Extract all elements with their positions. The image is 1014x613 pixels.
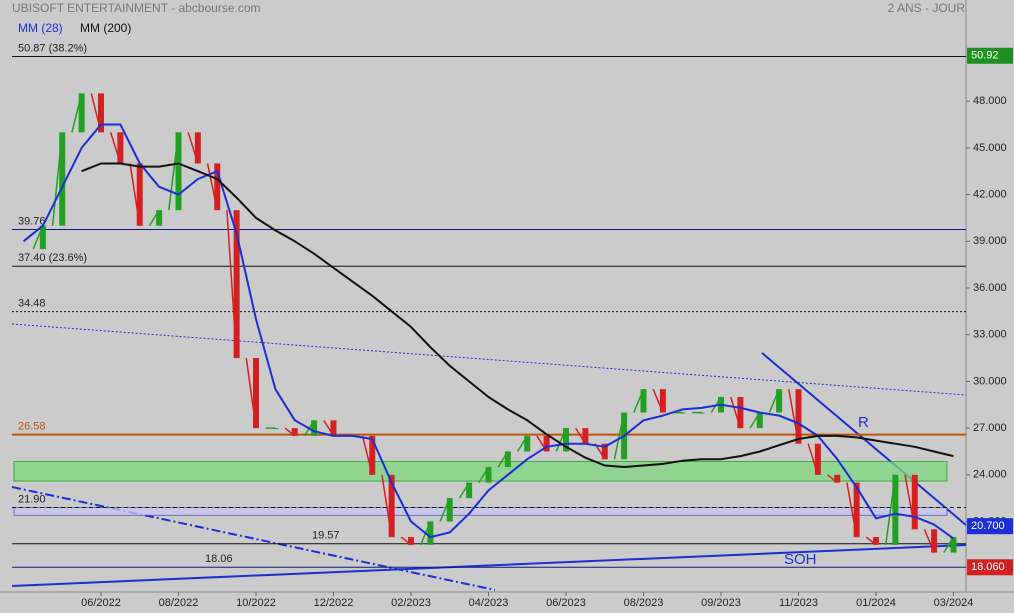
trend-line — [11, 544, 967, 587]
candle — [136, 163, 143, 226]
candle — [776, 389, 783, 413]
candle — [408, 537, 414, 545]
candle — [853, 482, 860, 538]
y-tick-label: 27.000 — [973, 422, 1007, 434]
candle — [950, 537, 957, 553]
price-tag-label: 20.700 — [971, 520, 1005, 532]
y-tick-label: 36.000 — [973, 282, 1007, 294]
trend-line — [11, 486, 496, 591]
price-tag — [967, 518, 1013, 535]
candle — [892, 474, 899, 545]
annotation: R — [858, 414, 869, 431]
level-label: 19.57 — [312, 530, 340, 542]
candle — [446, 498, 453, 522]
x-tick-label: 06/2023 — [546, 597, 586, 609]
annotation: SOH — [784, 551, 817, 568]
candle — [194, 132, 201, 164]
candle — [504, 451, 511, 468]
candle — [272, 428, 279, 430]
ma-line — [81, 162, 954, 468]
candle — [369, 435, 376, 475]
candle — [582, 428, 589, 444]
x-tick-label: 01/2024 — [856, 597, 896, 609]
candle — [698, 412, 705, 414]
ma-line — [22, 123, 955, 540]
y-tick-label: 33.000 — [973, 329, 1007, 341]
level-label: 37.40 (23.6%) — [18, 252, 87, 264]
candle — [601, 443, 608, 460]
chart-subtitle: 2 ANS - JOUR — [888, 1, 966, 15]
price-tag — [967, 559, 1013, 576]
candle — [679, 412, 686, 414]
candle — [911, 474, 918, 530]
candle — [427, 521, 434, 545]
candle — [78, 93, 85, 133]
candle — [233, 210, 240, 359]
legend-entry: MM (200) — [80, 21, 131, 35]
x-tick-label: 08/2023 — [624, 597, 664, 609]
candle — [98, 93, 104, 133]
level-label: 34.48 — [18, 298, 46, 310]
y-tick-label: 48.000 — [973, 95, 1007, 107]
zone — [13, 461, 948, 482]
chart-title: UBISOFT ENTERTAINMENT - abcbourse.com — [12, 1, 261, 15]
candle — [388, 474, 395, 538]
y-tick-label: 45.000 — [973, 142, 1007, 154]
x-tick-label: 06/2022 — [81, 597, 121, 609]
y-tick-label: 24.000 — [973, 469, 1007, 481]
candle — [214, 163, 221, 211]
candle — [931, 529, 938, 553]
price-tag-label: 18.060 — [971, 561, 1005, 573]
candle — [59, 132, 66, 226]
x-tick-label: 02/2023 — [391, 597, 431, 609]
y-tick-label: 30.000 — [973, 375, 1007, 387]
x-tick-label: 12/2022 — [314, 597, 354, 609]
candle — [659, 389, 666, 413]
candle — [737, 396, 744, 429]
candle — [156, 210, 163, 226]
level-label: 39.76 — [18, 215, 46, 227]
level-label: 21.90 — [18, 493, 46, 505]
candle — [834, 474, 841, 483]
legend-entry: MM (28) — [18, 21, 63, 35]
candle — [524, 435, 531, 452]
zone — [13, 507, 948, 516]
candle — [291, 428, 298, 436]
x-tick-label: 03/2024 — [934, 597, 974, 609]
level-label: 18.06 — [205, 553, 233, 565]
candle — [756, 412, 763, 429]
y-tick-label: 42.000 — [973, 188, 1007, 200]
candle — [640, 389, 647, 413]
level-label: 26.58 — [18, 421, 46, 433]
candle — [253, 358, 259, 429]
candle — [117, 132, 124, 164]
candle — [873, 537, 879, 545]
candle — [466, 482, 473, 499]
candle — [543, 435, 550, 452]
candle — [175, 132, 182, 211]
x-tick-label: 04/2023 — [469, 597, 509, 609]
candle — [795, 389, 802, 444]
candle — [814, 443, 821, 475]
trend-line — [11, 323, 967, 396]
candle — [311, 420, 318, 436]
candle — [39, 225, 46, 250]
x-tick-label: 09/2023 — [701, 597, 741, 609]
candle — [330, 420, 337, 436]
x-tick-label: 11/2023 — [779, 597, 818, 609]
y-tick-label: 39.000 — [973, 235, 1007, 247]
candle — [563, 428, 569, 452]
candle — [485, 467, 492, 483]
price-tag — [967, 47, 1013, 64]
x-tick-label: 08/2022 — [159, 597, 199, 609]
price-tag-label: 50.92 — [971, 50, 999, 62]
x-tick-label: 10/2022 — [236, 597, 276, 609]
level-label: 50.87 (38.2%) — [18, 42, 87, 54]
